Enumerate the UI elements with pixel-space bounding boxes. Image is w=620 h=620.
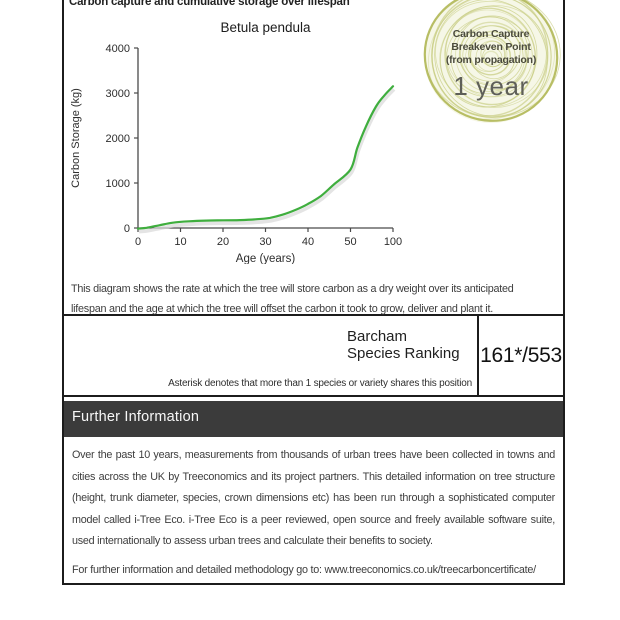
ranking-label-line-1: Barcham	[347, 328, 408, 345]
ranking-label: Barcham Species Ranking	[347, 328, 460, 362]
svg-text:0: 0	[135, 236, 141, 248]
svg-text:4000: 4000	[106, 43, 130, 55]
info-link-line: For further information and detailed met…	[72, 563, 536, 576]
caption-line-1: This diagram shows the rate at which the…	[71, 283, 514, 295]
info-paragraph: Over the past 10 years, measurements fro…	[72, 449, 555, 547]
svg-text:1000: 1000	[106, 178, 130, 190]
badge-title-line-1: Carbon Capture	[452, 28, 530, 40]
svg-text:10: 10	[174, 236, 186, 248]
svg-text:100: 100	[384, 236, 402, 248]
ranking-value-cell: 161*/553	[477, 316, 563, 395]
svg-text:2000: 2000	[106, 133, 130, 145]
badge-title-line-2: Breakeven Point	[451, 41, 531, 53]
svg-text:30: 30	[259, 236, 271, 248]
svg-text:Betula pendula: Betula pendula	[220, 20, 311, 35]
ranking-section: Barcham Species Ranking Asterisk denotes…	[64, 316, 563, 397]
ranking-label-line-2: Species Ranking	[347, 344, 460, 362]
badge-title-line-3: (from propagation)	[445, 54, 537, 66]
svg-text:40: 40	[302, 236, 314, 248]
svg-text:20: 20	[217, 236, 229, 248]
ranking-value: 161*/553	[480, 343, 562, 367]
svg-text:3000: 3000	[106, 88, 130, 100]
badge-value: 1 year	[453, 71, 529, 101]
chart-caption: This diagram shows the rate at which the…	[71, 279, 563, 319]
svg-text:0: 0	[124, 223, 130, 235]
certificate-frame: Carbon capture and cumulative storage ov…	[62, 0, 565, 585]
badge-text: Carbon Capture Breakeven Point (from pro…	[416, 0, 566, 131]
svg-text:Age (years): Age (years)	[236, 253, 296, 264]
ranking-left-cell: Barcham Species Ranking Asterisk denotes…	[64, 316, 477, 395]
further-information-body: Over the past 10 years, measurements fro…	[64, 437, 563, 579]
svg-text:50: 50	[344, 236, 356, 248]
document-title: Carbon capture and cumulative storage ov…	[69, 0, 350, 8]
caption-line-2: lifespan and the age at which the tree w…	[71, 303, 493, 315]
svg-text:Carbon Storage (kg): Carbon Storage (kg)	[70, 88, 82, 188]
ranking-asterisk-note: Asterisk denotes that more than 1 specie…	[168, 378, 472, 389]
carbon-storage-chart: Betula pendula Age (years) Carbon Storage …	[66, 16, 406, 265]
further-information-header: Further Information	[64, 401, 563, 437]
tree-rings-icon	[423, 0, 561, 123]
chart-svg: Betula pendula Age (years) Carbon Storage …	[70, 20, 402, 265]
breakeven-badge: Carbon Capture Breakeven Point (from pro…	[416, 0, 566, 131]
chart-section: Carbon capture and cumulative storage ov…	[64, 0, 563, 316]
